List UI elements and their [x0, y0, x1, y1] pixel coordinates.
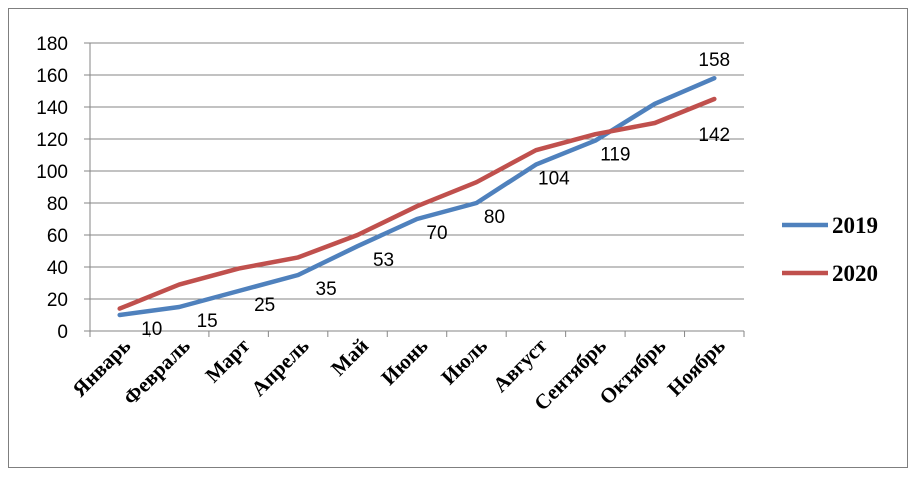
data-label-2019: 119: [600, 145, 630, 166]
x-category-label: Февраль: [118, 334, 194, 410]
data-label-2019: 158: [698, 50, 730, 71]
y-tick-label: 160: [36, 66, 68, 87]
legend-label-2020: 2020: [832, 261, 878, 286]
y-tick-label: 20: [47, 290, 68, 311]
data-label-2019: 25: [254, 295, 275, 316]
gridlines: [90, 42, 744, 332]
y-axis-tick-labels: 0 20 40 60 80 100 120 140 160 180: [36, 34, 68, 343]
y-tick-label: 120: [36, 130, 68, 151]
x-category-label: Апрель: [246, 334, 313, 401]
y-tick-label: 80: [47, 194, 68, 215]
data-labels: 10 15 25 35 53 70 80 104 119 158 142: [141, 50, 730, 340]
series-lines: [117, 75, 717, 318]
data-label-2019: 70: [426, 223, 447, 244]
y-tick-label: 180: [36, 34, 68, 55]
x-category-label: Май: [326, 334, 373, 381]
series-line-2020: [117, 96, 717, 311]
legend: 2019 2020: [782, 213, 878, 286]
data-label-2019: 35: [316, 279, 337, 300]
data-label-2019: 10: [141, 319, 162, 340]
legend-label-2019: 2019: [832, 213, 878, 238]
y-tick-label: 60: [47, 226, 68, 247]
x-category-label: Март: [200, 333, 254, 387]
x-category-label: Июнь: [376, 334, 432, 390]
data-label-2019: 104: [538, 169, 570, 190]
data-label-2019: 53: [373, 250, 394, 271]
data-label-2020: 142: [698, 125, 730, 146]
data-label-2019: 15: [197, 311, 218, 332]
x-category-label: Октябрь: [595, 334, 671, 410]
y-tick-label: 140: [36, 98, 68, 119]
y-tick-label: 100: [36, 162, 68, 183]
y-tick-label: 0: [57, 322, 68, 343]
x-category-label: Ноябрь: [663, 334, 730, 401]
chart-frame: [8, 8, 908, 468]
y-tick-label: 40: [47, 258, 68, 279]
series-line-2019: [117, 75, 717, 318]
x-category-label: Июль: [436, 334, 492, 390]
data-label-2019: 80: [484, 207, 505, 228]
axes: [84, 42, 745, 337]
